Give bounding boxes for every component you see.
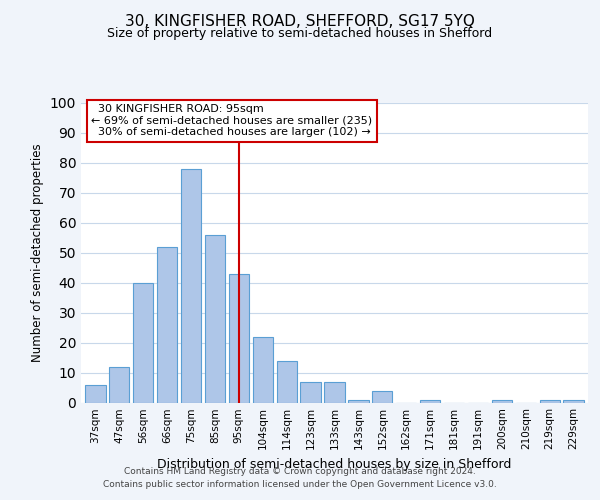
Text: 30, KINGFISHER ROAD, SHEFFORD, SG17 5YQ: 30, KINGFISHER ROAD, SHEFFORD, SG17 5YQ — [125, 14, 475, 29]
Bar — [325, 382, 344, 402]
Bar — [348, 400, 368, 402]
Bar — [109, 366, 130, 402]
Bar — [205, 234, 225, 402]
Text: Size of property relative to semi-detached houses in Shefford: Size of property relative to semi-detach… — [107, 28, 493, 40]
Bar — [420, 400, 440, 402]
Bar — [539, 400, 560, 402]
Text: Contains public sector information licensed under the Open Government Licence v3: Contains public sector information licen… — [103, 480, 497, 489]
Bar — [85, 384, 106, 402]
Bar — [157, 246, 177, 402]
Bar — [181, 168, 201, 402]
Bar — [229, 274, 249, 402]
X-axis label: Distribution of semi-detached houses by size in Shefford: Distribution of semi-detached houses by … — [157, 458, 512, 471]
Text: Contains HM Land Registry data © Crown copyright and database right 2024.: Contains HM Land Registry data © Crown c… — [124, 467, 476, 476]
Bar — [492, 400, 512, 402]
Y-axis label: Number of semi-detached properties: Number of semi-detached properties — [31, 143, 44, 362]
Bar — [301, 382, 321, 402]
Text: 30 KINGFISHER ROAD: 95sqm
← 69% of semi-detached houses are smaller (235)
  30% : 30 KINGFISHER ROAD: 95sqm ← 69% of semi-… — [91, 104, 372, 137]
Bar — [372, 390, 392, 402]
Bar — [277, 360, 297, 403]
Bar — [253, 336, 273, 402]
Bar — [133, 282, 154, 403]
Bar — [563, 400, 584, 402]
